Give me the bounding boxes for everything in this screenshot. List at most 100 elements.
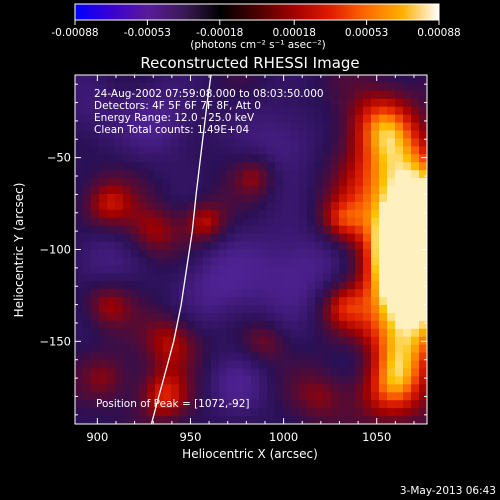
heatmap-cell [195,376,204,385]
heatmap-cell [315,233,324,243]
heatmap-cell [171,297,180,306]
heatmap-cell [115,82,124,92]
heatmap-cell [371,146,380,155]
heatmap-cell [179,209,188,219]
heatmap-cell [163,186,172,195]
heatmap-cell [395,289,404,298]
heatmap-cell [419,281,427,290]
heatmap-cell [275,186,284,195]
heatmap-cell [107,82,116,92]
heatmap-cell [99,352,108,362]
heatmap-cell [75,265,84,274]
heatmap-cell [195,368,204,378]
heatmap-cell [355,233,364,243]
heatmap-cell [155,408,164,417]
heatmap-cell [243,257,252,266]
heatmap-cell [99,408,108,417]
heatmap-cell [371,249,380,259]
heatmap-cell [411,225,420,235]
heatmap-cell [363,217,372,227]
heatmap-cell [395,336,404,346]
heatmap-cell [307,305,316,314]
heatmap-cell [419,352,427,362]
heatmap-cell [75,289,84,298]
heatmap-cell [371,312,380,322]
heatmap-cell [219,233,228,243]
heatmap-cell [171,241,180,251]
heatmap-cell [331,130,340,140]
heatmap-cell [259,273,268,282]
heatmap-cell [363,328,372,338]
heatmap-cell [411,170,420,179]
heatmap-cell [227,90,236,100]
heatmap-cell [107,201,116,211]
heatmap-cell [355,328,364,338]
heatmap-cell [315,82,324,92]
heatmap-cell [107,289,116,298]
heatmap-cell [115,233,124,243]
heatmap-cell [203,225,212,235]
heatmap-cell [267,249,276,259]
heatmap-cell [395,98,404,108]
heatmap-cell [331,170,340,179]
heatmap-cell [379,146,388,155]
heatmap-cell [315,122,324,132]
heatmap-cell [355,408,364,417]
heatmap-cell [155,312,164,322]
heatmap-cell [339,265,348,274]
heatmap-cell [371,344,380,354]
heatmap-cell [219,138,228,147]
heatmap-cell [339,130,348,140]
heatmap-cell [379,352,388,362]
heatmap-cell [291,384,300,393]
heatmap-cell [163,98,172,108]
heatmap-cell [419,122,427,132]
heatmap-cell [115,122,124,132]
heatmap-cell [139,209,148,219]
heatmap-cell [355,289,364,298]
heatmap-cell [323,154,332,163]
heatmap-cell [243,90,252,100]
heatmap-cell [243,344,252,354]
heatmap-cell [299,312,308,322]
heatmap-cell [355,138,364,147]
heatmap-cell [307,225,316,235]
heatmap-cell [387,297,396,306]
heatmap-cell [251,209,260,219]
heatmap-cell [251,201,260,211]
heatmap-cell [195,408,204,417]
heatmap-cell [139,225,148,235]
heatmap-cell [387,122,396,132]
heatmap-cell [331,257,340,266]
heatmap-cell [107,98,116,108]
heatmap-cell [123,305,132,314]
heatmap-cell [123,225,132,235]
heatmap-cell [131,400,140,409]
heatmap-cell [411,186,420,195]
heatmap-cell [131,320,140,330]
heatmap-cell [339,416,348,424]
heatmap-cell [403,178,412,187]
heatmap-cell [115,305,124,314]
heatmap-cell [83,201,92,211]
heatmap-cell [323,82,332,92]
heatmap-cell [283,392,292,401]
heatmap-cell [155,400,164,409]
heatmap-cell [147,368,156,378]
heatmap-cell [219,249,228,259]
heatmap-cell [195,193,204,203]
heatmap-cell [411,154,420,163]
heatmap-cell [147,75,156,84]
heatmap-cell [379,265,388,274]
heatmap-cell [147,122,156,132]
x-tick-label: 900 [86,430,108,444]
heatmap-cell [307,170,316,179]
heatmap-cell [283,233,292,243]
heatmap-cell [203,320,212,330]
heatmap-cell [403,360,412,370]
heatmap-cell [187,376,196,385]
heatmap-cell [131,170,140,179]
heatmap-cell [187,162,196,171]
heatmap-cell [99,344,108,354]
heatmap-cell [211,273,220,282]
